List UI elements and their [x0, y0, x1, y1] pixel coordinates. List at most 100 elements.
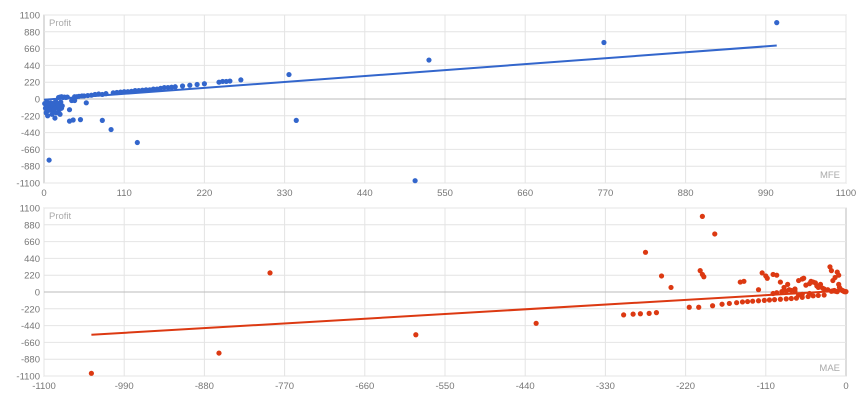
x-tick-label: -880	[195, 381, 214, 392]
data-point	[238, 77, 244, 83]
data-point	[761, 297, 767, 303]
x-tick-label: -1100	[32, 381, 56, 392]
y-tick-label: -660	[21, 338, 40, 349]
data-point	[227, 78, 233, 84]
data-point	[785, 281, 791, 287]
data-point	[697, 268, 703, 274]
data-point	[134, 139, 140, 146]
y-axis-label: Profit	[49, 18, 72, 29]
y-tick-label: 660	[24, 44, 40, 55]
y-tick-label: 1100	[20, 11, 40, 22]
data-point	[601, 39, 607, 46]
x-tick-label: 0	[41, 188, 46, 199]
y-tick-label: -220	[21, 111, 40, 122]
y-tick-label: -880	[21, 162, 40, 173]
x-tick-label: -110	[757, 381, 775, 392]
data-point	[413, 332, 419, 338]
data-point	[533, 320, 539, 326]
x-tick-label: -660	[355, 381, 374, 392]
data-point	[774, 272, 780, 278]
x-tick-label: 880	[678, 188, 694, 199]
data-point	[783, 288, 789, 294]
data-point	[821, 292, 827, 298]
data-point	[712, 231, 718, 237]
x-tick-label: 990	[758, 188, 774, 199]
data-point	[293, 117, 299, 123]
x-tick-label: -330	[596, 381, 615, 392]
data-point	[412, 178, 418, 184]
data-point	[52, 115, 58, 121]
data-point	[836, 272, 842, 278]
y-tick-label: -440	[21, 128, 40, 139]
y-tick-label: 1100	[20, 204, 40, 215]
data-point	[719, 301, 725, 307]
x-tick-label: -990	[115, 381, 134, 392]
data-point	[179, 83, 186, 89]
data-point	[108, 126, 114, 133]
data-point	[220, 78, 226, 85]
data-point	[739, 299, 746, 305]
y-tick-label: 880	[24, 220, 40, 231]
data-point	[788, 295, 794, 302]
x-tick-label: -220	[676, 381, 695, 392]
data-point	[161, 84, 167, 91]
x-axis-label: MFE	[820, 170, 840, 181]
data-point	[817, 281, 824, 287]
data-point	[45, 113, 51, 119]
data-point	[132, 88, 138, 94]
data-point	[774, 20, 780, 26]
data-point	[658, 273, 665, 279]
data-point	[744, 298, 751, 305]
y-tick-label: 880	[24, 27, 40, 38]
data-point	[57, 111, 63, 117]
data-point	[59, 103, 65, 109]
data-point	[734, 300, 740, 306]
data-point	[77, 117, 84, 123]
data-point	[72, 97, 78, 104]
data-point	[709, 303, 716, 309]
x-tick-label: 440	[357, 188, 373, 199]
x-tick-label: 220	[196, 188, 212, 199]
data-point	[172, 84, 178, 90]
y-tick-label: 660	[24, 237, 40, 248]
x-tick-label: 110	[117, 188, 132, 199]
data-point	[150, 86, 156, 92]
data-point	[668, 284, 674, 291]
data-point	[696, 304, 702, 310]
y-tick-label: 220	[24, 271, 40, 282]
data-point	[187, 82, 193, 88]
x-tick-label: -440	[516, 381, 535, 392]
data-point	[426, 57, 432, 63]
data-point	[750, 298, 756, 304]
x-tick-label: -550	[435, 381, 454, 392]
data-point	[653, 310, 660, 316]
x-tick-label: 550	[437, 188, 453, 199]
data-point	[66, 107, 73, 113]
data-point	[201, 81, 207, 87]
data-point	[741, 278, 747, 284]
data-point	[779, 289, 785, 295]
y-tick-label: -660	[21, 145, 40, 156]
data-point	[777, 296, 783, 302]
y-tick-label: -1100	[16, 372, 40, 383]
x-tick-label: 0	[843, 381, 848, 392]
trendline	[43, 44, 777, 101]
x-tick-label: 1100	[836, 188, 856, 199]
data-point	[815, 292, 821, 299]
data-point	[194, 81, 200, 88]
data-point	[646, 310, 652, 316]
x-tick-label: 330	[277, 188, 293, 199]
y-tick-label: 440	[24, 61, 40, 72]
data-point	[759, 270, 765, 276]
data-point	[621, 312, 627, 318]
y-tick-label: 0	[35, 288, 40, 299]
data-point	[764, 275, 770, 281]
data-point	[686, 304, 692, 310]
data-point	[83, 100, 89, 106]
y-tick-label: -440	[21, 321, 40, 332]
x-axis-label: MAE	[819, 363, 840, 374]
data-point	[828, 268, 835, 274]
data-point	[267, 270, 273, 276]
